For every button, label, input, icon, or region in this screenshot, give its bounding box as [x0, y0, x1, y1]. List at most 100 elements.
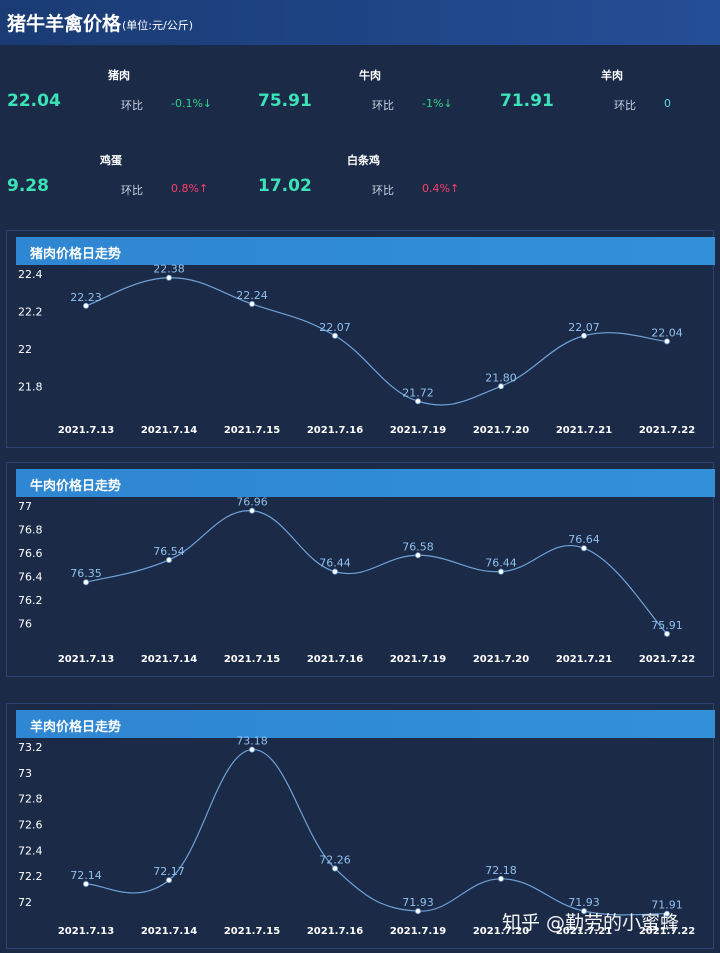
- stat-ratio: -0.1%↓: [171, 97, 213, 110]
- y-tick-label: 73.2: [18, 741, 43, 754]
- y-tick-label: 76.8: [18, 523, 43, 536]
- stat-ratio: 0.8%↑: [171, 182, 209, 195]
- pork-chart-panel: 猪肉价格日走势 21.8 22 22.2 22.4 2021.7.13 2021.7.14…: [6, 230, 715, 448]
- x-tick-label: 2021.7.15: [224, 425, 280, 436]
- stat-ratio: -1%↓: [422, 97, 453, 110]
- data-point[interactable]: [497, 568, 504, 575]
- chart-title-bar: 牛肉价格日走势: [16, 469, 715, 497]
- data-point[interactable]: [83, 302, 90, 309]
- x-tick-label: 2021.7.21: [556, 654, 612, 665]
- x-tick-label: 2021.7.20: [473, 654, 529, 665]
- stat-ratio-label: 环比: [121, 184, 143, 197]
- x-tick-label: 2021.7.16: [307, 926, 363, 937]
- stat-name: 羊肉: [601, 69, 623, 82]
- data-point[interactable]: [83, 579, 90, 586]
- data-point[interactable]: [248, 746, 255, 753]
- stat-beef: 牛肉 75.91 环比 -1%↓: [251, 67, 491, 137]
- stat-mutton: 羊肉 71.91 环比 0: [493, 67, 720, 137]
- unit-label: (单位:元/公斤): [122, 19, 194, 32]
- chart-title: 羊肉价格日走势: [30, 720, 122, 735]
- data-point[interactable]: [581, 545, 588, 552]
- data-label: 72.18: [485, 864, 517, 877]
- stat-value: 22.04: [7, 91, 61, 111]
- x-tick-label: 2021.7.14: [141, 654, 197, 665]
- y-tick-label: 72.2: [18, 870, 43, 883]
- y-tick-label: 76.2: [18, 594, 43, 607]
- data-point[interactable]: [664, 630, 671, 637]
- data-point[interactable]: [414, 552, 421, 559]
- data-label: 76.96: [236, 496, 268, 509]
- chart-title-bar: 猪肉价格日走势: [16, 237, 715, 265]
- data-label: 76.44: [319, 557, 351, 570]
- data-label: 22.23: [70, 291, 102, 304]
- data-point[interactable]: [497, 875, 504, 882]
- chart-title-bar: 羊肉价格日走势: [16, 710, 715, 738]
- y-tick-label: 76: [18, 617, 32, 630]
- x-tick-label: 2021.7.20: [473, 926, 529, 937]
- y-tick-label: 72.6: [18, 819, 43, 832]
- stat-ratio-label: 环比: [372, 184, 394, 197]
- stat-value: 9.28: [7, 176, 49, 196]
- data-point[interactable]: [581, 332, 588, 339]
- data-label: 71.93: [568, 896, 600, 909]
- x-tick-label: 2021.7.21: [556, 926, 612, 937]
- y-tick-label: 72: [18, 896, 32, 909]
- data-point[interactable]: [331, 865, 338, 872]
- series-line: [85, 510, 668, 635]
- stat-value: 17.02: [258, 176, 312, 196]
- x-tick-label: 2021.7.20: [473, 425, 529, 436]
- stat-value: 71.91: [500, 91, 554, 111]
- y-tick-label: 72.8: [18, 793, 43, 806]
- stat-name: 牛肉: [359, 69, 381, 82]
- data-label: 73.18: [236, 735, 268, 748]
- stat-name: 鸡蛋: [100, 154, 122, 167]
- data-point[interactable]: [165, 877, 172, 884]
- x-tick-label: 2021.7.15: [224, 654, 280, 665]
- page-header: 猪牛羊禽价格 (单位:元/公斤): [0, 0, 720, 45]
- data-point[interactable]: [165, 274, 172, 281]
- data-point[interactable]: [331, 568, 338, 575]
- x-tick-label: 2021.7.22: [639, 926, 695, 937]
- y-tick-label: 22.2: [18, 305, 43, 318]
- data-point[interactable]: [248, 300, 255, 307]
- y-tick-label: 72.4: [18, 844, 43, 857]
- data-point[interactable]: [414, 398, 421, 405]
- price-summary: 猪肉 22.04 环比 -0.1%↓ 牛肉 75.91 环比 -1%↓ 羊肉 7…: [0, 45, 720, 225]
- chart-title: 猪肉价格日走势: [30, 247, 122, 262]
- data-label: 76.58: [402, 540, 434, 553]
- x-tick-label: 2021.7.19: [390, 654, 446, 665]
- series-line: [85, 748, 668, 916]
- stat-ratio: 0: [664, 97, 671, 110]
- page-title: 猪牛羊禽价格: [7, 13, 122, 35]
- data-point[interactable]: [664, 338, 671, 345]
- data-point[interactable]: [581, 908, 588, 915]
- mutton-chart: 72 72.2 72.4 72.6 72.8 73 73.2 2021.7.13 2021.7.…: [18, 735, 695, 937]
- stat-ratio-label: 环比: [121, 99, 143, 112]
- x-tick-label: 2021.7.22: [639, 654, 695, 665]
- data-label: 75.91: [651, 619, 683, 632]
- beef-chart-panel: 牛肉价格日走势 76 76.2 76.4 76.6 76.8 77 2021.7.13 202…: [6, 462, 715, 677]
- series-line: [85, 277, 668, 406]
- data-point[interactable]: [248, 507, 255, 514]
- data-point[interactable]: [165, 556, 172, 563]
- data-point[interactable]: [497, 383, 504, 390]
- chart-title: 牛肉价格日走势: [30, 479, 122, 494]
- data-point[interactable]: [414, 908, 421, 915]
- data-label: 21.72: [402, 386, 434, 399]
- stat-egg: 鸡蛋 9.28 环比 0.8%↑: [0, 152, 240, 222]
- data-point[interactable]: [83, 880, 90, 887]
- x-tick-label: 2021.7.14: [141, 425, 197, 436]
- x-tick-label: 2021.7.13: [58, 425, 114, 436]
- data-label: 21.80: [485, 371, 517, 384]
- x-tick-label: 2021.7.14: [141, 926, 197, 937]
- data-point[interactable]: [331, 332, 338, 339]
- x-tick-label: 2021.7.22: [639, 425, 695, 436]
- pork-chart: 21.8 22 22.2 22.4 2021.7.13 2021.7.14 2021.7.1…: [18, 263, 695, 436]
- x-tick-label: 2021.7.13: [58, 654, 114, 665]
- stat-pork: 猪肉 22.04 环比 -0.1%↓: [0, 67, 240, 137]
- data-point[interactable]: [664, 910, 671, 917]
- data-label: 22.38: [153, 263, 185, 276]
- mutton-chart-panel: 羊肉价格日走势 72 72.2 72.4 72.6 72.8 73 73.2 2021.7.1…: [6, 703, 715, 949]
- x-tick-label: 2021.7.19: [390, 425, 446, 436]
- data-label: 22.07: [319, 321, 351, 334]
